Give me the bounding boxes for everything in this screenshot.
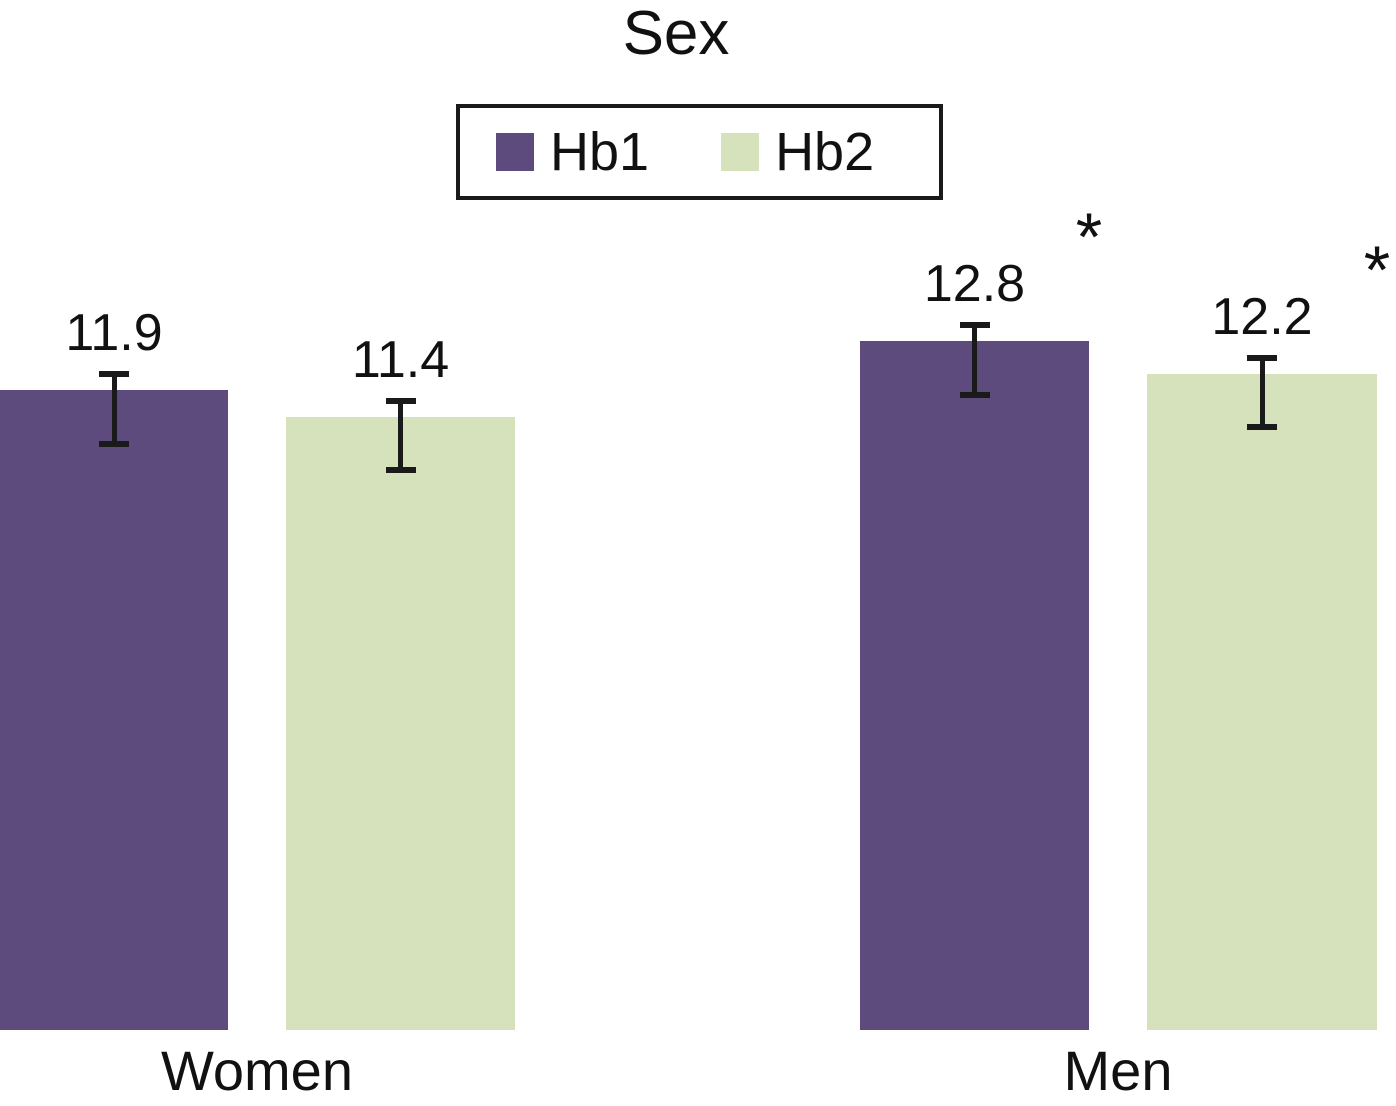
- error-bar-lower-cap-men-hb1: [959, 392, 990, 399]
- error-bar-lower-cap-women-hb2: [385, 467, 416, 474]
- value-label-men-hb1: 12.8: [923, 255, 1026, 314]
- error-bar-women-hb1: [111, 373, 117, 444]
- error-bar-men-hb1: [972, 325, 977, 396]
- error-bar-lower-cap-men-hb2: [1247, 424, 1277, 431]
- bar-women-hb2: [286, 416, 515, 1030]
- legend-label-hb1: Hb1: [550, 122, 650, 182]
- significance-asterisk-men-hb2: *: [1363, 231, 1391, 308]
- legend: Hb1 Hb2: [456, 104, 943, 200]
- legend-item-hb2: Hb2: [721, 125, 874, 179]
- error-bar-upper-cap-women-hb2: [385, 397, 416, 404]
- value-label-men-hb2: 12.2: [1211, 287, 1313, 346]
- error-bar-upper-cap-men-hb2: [1247, 354, 1277, 361]
- value-label-women-hb1: 11.9: [65, 303, 163, 362]
- value-label-women-hb2: 11.4: [351, 330, 450, 389]
- legend-item-hb1: Hb1: [496, 125, 649, 179]
- error-bar-upper-cap-men-hb1: [959, 322, 990, 329]
- legend-swatch-hb1: [496, 133, 534, 171]
- bar-men-hb2: [1147, 373, 1377, 1030]
- error-bar-men-hb2: [1259, 357, 1265, 428]
- category-label-men: Men: [1063, 1039, 1173, 1102]
- category-label-women: Women: [161, 1039, 353, 1102]
- significance-asterisk-men-hb1: *: [1075, 199, 1103, 276]
- error-bar-lower-cap-women-hb1: [99, 440, 129, 447]
- bar-men-hb1: [860, 341, 1089, 1030]
- legend-label-hb2: Hb2: [775, 122, 875, 182]
- chart-title: Sex: [622, 0, 730, 68]
- error-bar-upper-cap-women-hb1: [99, 370, 129, 377]
- bar-women-hb1: [0, 389, 228, 1030]
- legend-swatch-hb2: [721, 133, 760, 171]
- error-bar-women-hb2: [398, 400, 403, 471]
